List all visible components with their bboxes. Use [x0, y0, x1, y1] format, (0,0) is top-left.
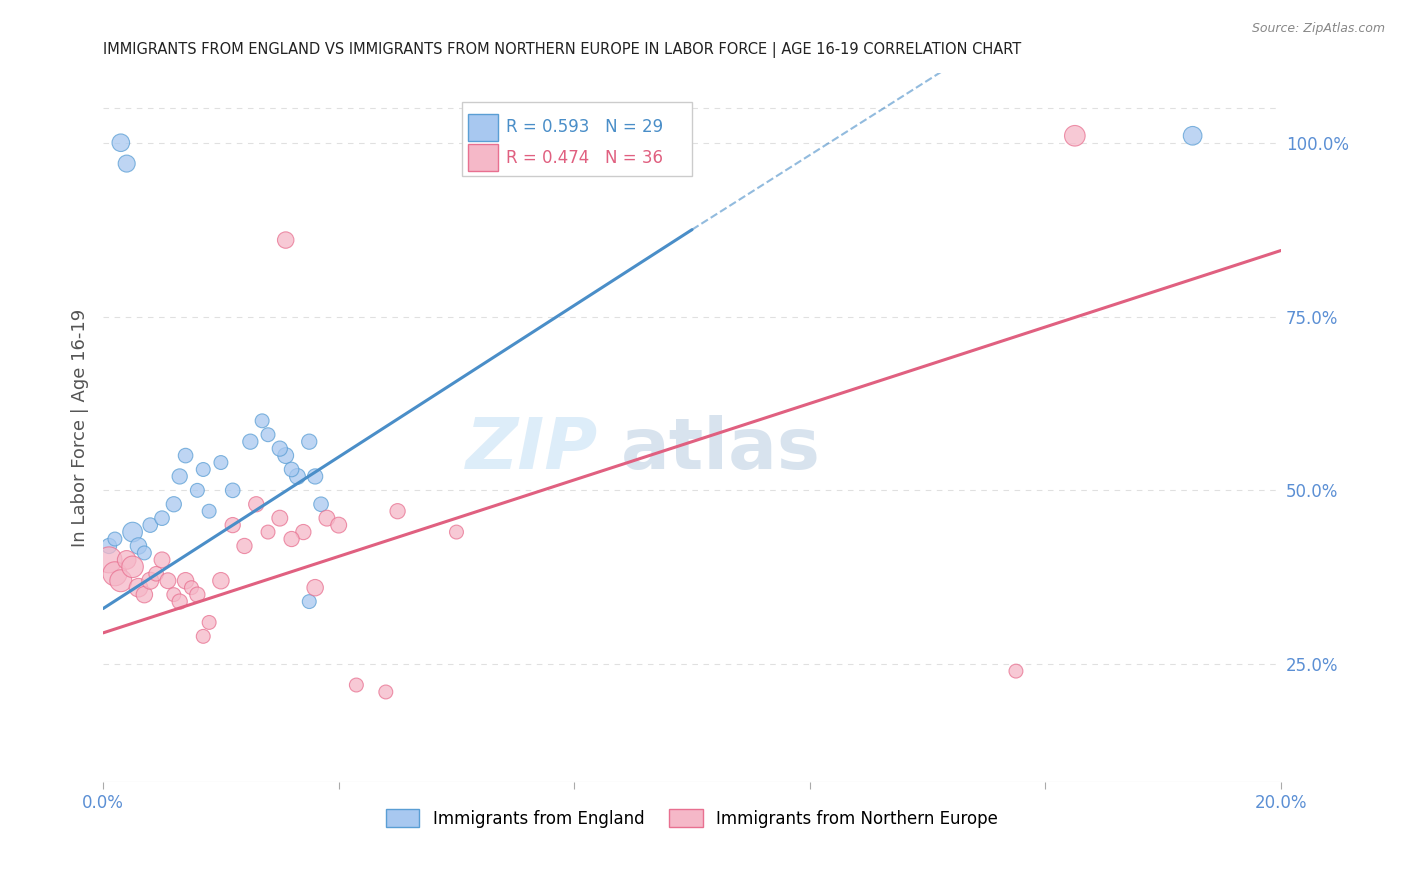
Point: [110, 136, 132, 150]
Point: [446, 524, 468, 539]
Point: [344, 678, 367, 692]
FancyBboxPatch shape: [468, 113, 498, 141]
Point: [134, 588, 156, 602]
Point: [269, 511, 291, 525]
Point: [127, 581, 149, 595]
Text: atlas: atlas: [621, 415, 821, 483]
Point: [316, 511, 339, 525]
Point: [239, 434, 262, 449]
Point: [134, 546, 156, 560]
Point: [193, 629, 215, 643]
Point: [180, 581, 202, 595]
Point: [298, 594, 321, 608]
Point: [186, 588, 208, 602]
Point: [174, 574, 197, 588]
Text: ZIP: ZIP: [465, 415, 598, 483]
Text: R = 0.593   N = 29: R = 0.593 N = 29: [506, 118, 664, 136]
Point: [280, 462, 302, 476]
Point: [169, 469, 191, 483]
Point: [98, 553, 121, 567]
Point: [150, 553, 173, 567]
Point: [245, 497, 267, 511]
Point: [209, 574, 232, 588]
Point: [139, 518, 162, 533]
Point: [110, 574, 132, 588]
Point: [104, 532, 127, 546]
Point: [387, 504, 409, 518]
Point: [209, 456, 232, 470]
Point: [257, 427, 280, 442]
Point: [1063, 128, 1085, 143]
Point: [221, 518, 243, 533]
Point: [169, 594, 191, 608]
Point: [250, 414, 273, 428]
Point: [292, 524, 315, 539]
Point: [287, 469, 309, 483]
FancyBboxPatch shape: [463, 102, 692, 176]
Point: [156, 574, 179, 588]
FancyBboxPatch shape: [468, 145, 498, 171]
Point: [274, 449, 297, 463]
Point: [269, 442, 291, 456]
Point: [1181, 128, 1204, 143]
Point: [198, 615, 221, 630]
Point: [121, 559, 143, 574]
Point: [186, 483, 208, 498]
Point: [145, 566, 167, 581]
Point: [309, 497, 332, 511]
Point: [257, 524, 280, 539]
Legend: Immigrants from England, Immigrants from Northern Europe: Immigrants from England, Immigrants from…: [380, 803, 1005, 834]
Point: [280, 532, 302, 546]
Point: [304, 581, 326, 595]
Point: [98, 539, 121, 553]
Point: [174, 449, 197, 463]
Point: [115, 553, 138, 567]
Point: [163, 497, 186, 511]
Text: R = 0.474   N = 36: R = 0.474 N = 36: [506, 149, 664, 167]
Point: [233, 539, 256, 553]
Point: [193, 462, 215, 476]
Point: [274, 233, 297, 247]
Point: [1005, 664, 1028, 678]
Point: [198, 504, 221, 518]
Y-axis label: In Labor Force | Age 16-19: In Labor Force | Age 16-19: [72, 309, 89, 547]
Point: [150, 511, 173, 525]
Point: [127, 539, 149, 553]
Point: [221, 483, 243, 498]
Text: Source: ZipAtlas.com: Source: ZipAtlas.com: [1251, 22, 1385, 36]
Point: [163, 588, 186, 602]
Point: [374, 685, 396, 699]
Point: [115, 156, 138, 170]
Point: [304, 469, 326, 483]
Text: IMMIGRANTS FROM ENGLAND VS IMMIGRANTS FROM NORTHERN EUROPE IN LABOR FORCE | AGE : IMMIGRANTS FROM ENGLAND VS IMMIGRANTS FR…: [103, 42, 1021, 58]
Point: [328, 518, 350, 533]
Point: [298, 434, 321, 449]
Point: [139, 574, 162, 588]
Point: [104, 566, 127, 581]
Point: [121, 524, 143, 539]
